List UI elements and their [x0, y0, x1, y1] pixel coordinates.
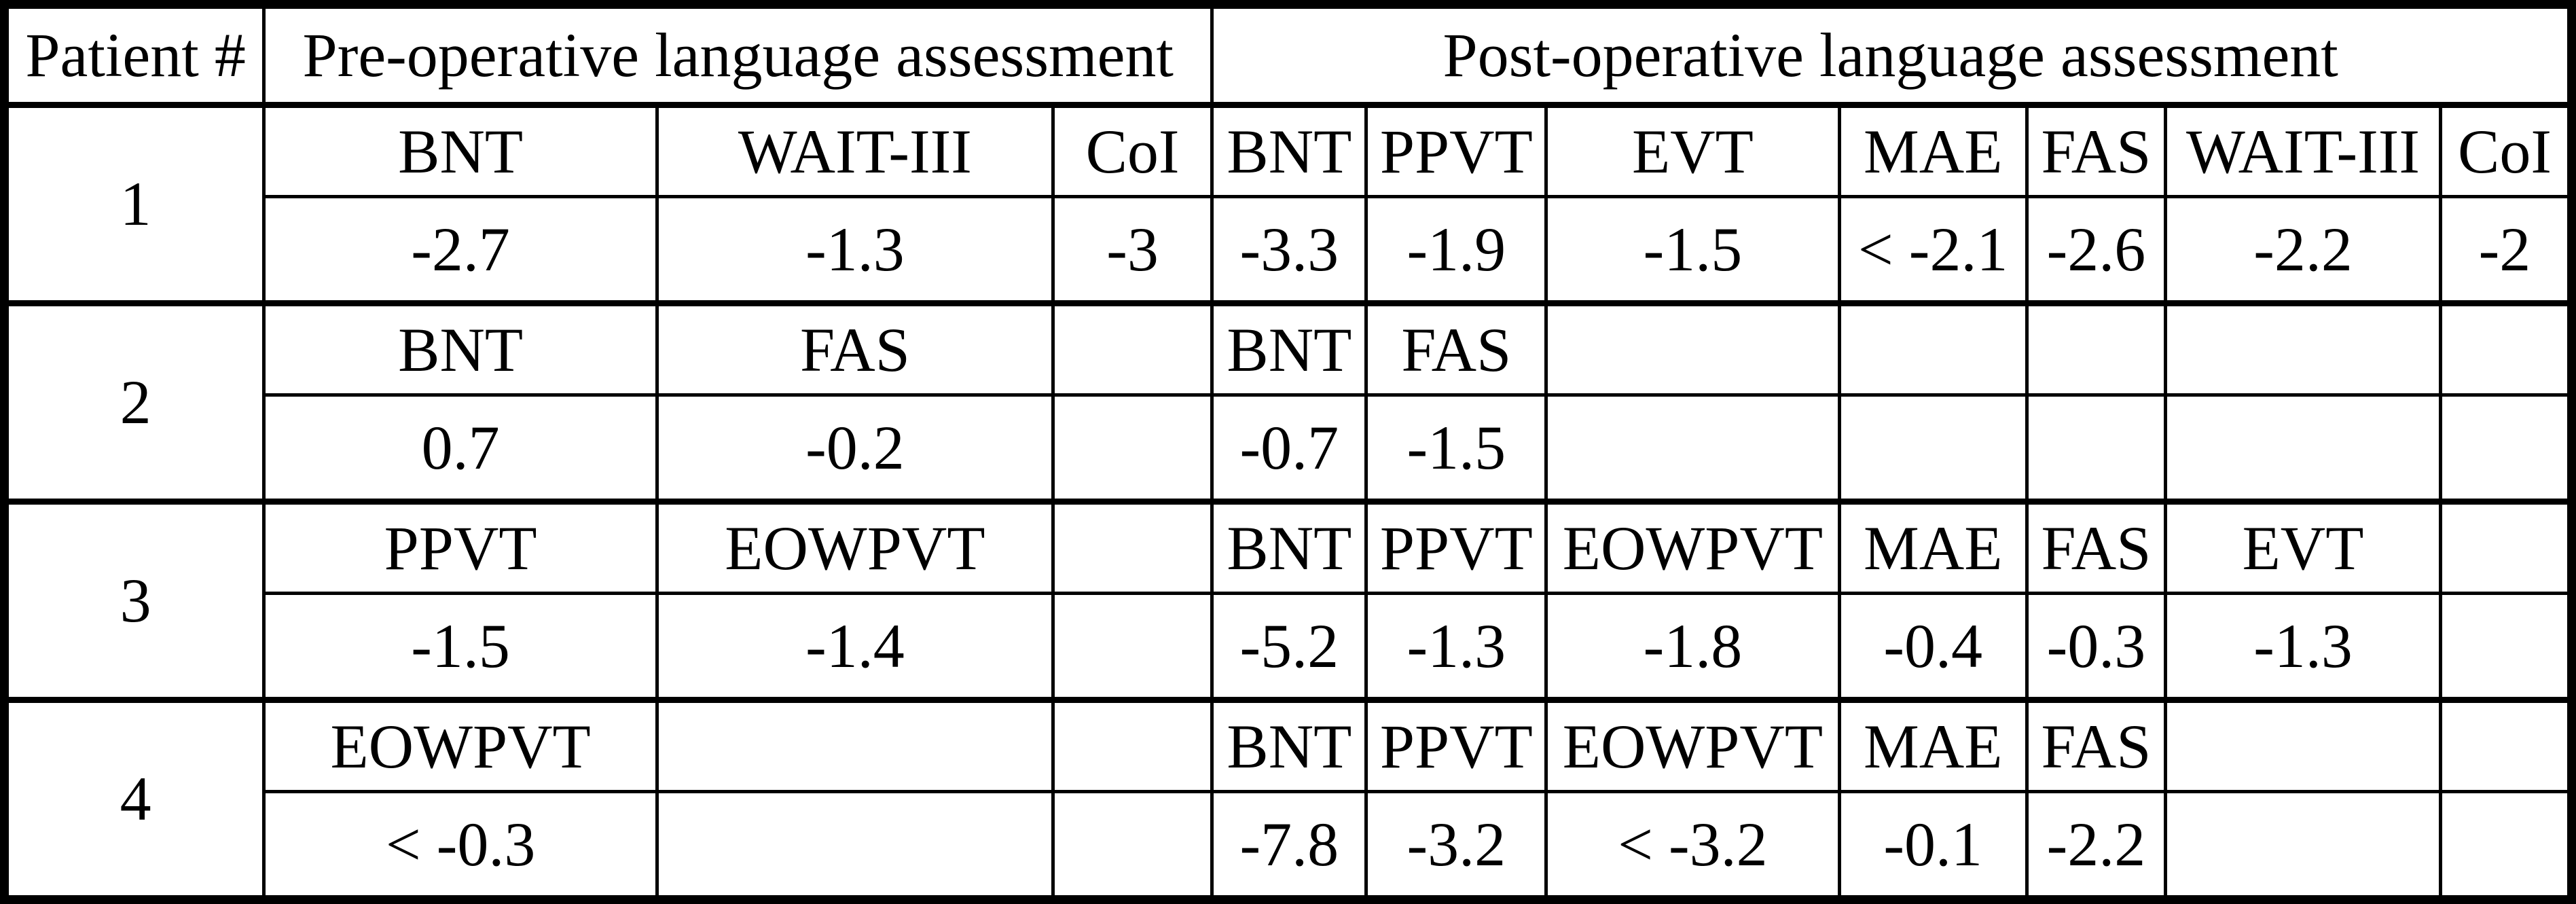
p4-pre-test-3	[1051, 697, 1214, 793]
p2-post-test-5	[2025, 300, 2168, 397]
p3-pre-value-3	[1051, 592, 1214, 702]
p4-post-value-5: -2.2	[2025, 790, 2168, 901]
p2-post-value-4	[1837, 393, 2029, 503]
p2-post-test-1: BNT	[1210, 300, 1368, 397]
patient-4-number: 4	[2, 697, 266, 901]
patient-4-tests-row: 4 EOWPVT BNT PPVT EOWPVT MAE FAS	[2, 697, 2574, 901]
p2-post-value-1: -0.7	[1210, 393, 1368, 503]
p1-post-test-7: CoI	[2438, 102, 2574, 198]
p2-post-test-7	[2438, 300, 2574, 397]
p1-post-value-1: -3.3	[1210, 195, 1368, 305]
patient-3-number: 3	[2, 499, 266, 702]
patient-2-tests-row: 2 BNT FAS BNT FAS	[2, 300, 2574, 503]
p3-post-value-6: -1.3	[2164, 592, 2442, 702]
p2-post-test-2: FAS	[1364, 300, 1548, 397]
p3-post-test-1: BNT	[1210, 499, 1368, 595]
p3-post-value-5: -0.3	[2025, 592, 2168, 702]
p3-post-value-3: -1.8	[1544, 592, 1841, 702]
patient-4-values-row: < -0.3 -7.8 -3.2 < -3.2 -0.1 -2.2	[5, 790, 2574, 901]
p1-post-value-3: -1.5	[1544, 195, 1841, 305]
p2-pre-value-1: 0.7	[262, 393, 659, 503]
p1-post-test-1: BNT	[1210, 102, 1368, 198]
p4-post-test-6	[2164, 697, 2442, 793]
p1-post-value-5: -2.6	[2025, 195, 2168, 305]
p2-post-value-7	[2438, 393, 2574, 503]
p4-pre-value-2	[655, 790, 1055, 901]
p3-post-value-4: -0.4	[1837, 592, 2029, 702]
p4-post-test-3: EOWPVT	[1544, 697, 1841, 793]
p1-post-test-5: FAS	[2025, 102, 2168, 198]
p3-pre-value-1: -1.5	[262, 592, 659, 702]
p3-post-value-2: -1.3	[1364, 592, 1548, 702]
p2-post-value-2: -1.5	[1364, 393, 1548, 503]
p1-pre-value-3: -3	[1051, 195, 1214, 305]
header-patient-number: Patient #	[2, 3, 266, 108]
p4-post-value-3: < -3.2	[1544, 790, 1841, 901]
p3-pre-test-2: EOWPVT	[655, 499, 1055, 595]
p1-pre-value-2: -1.3	[655, 195, 1055, 305]
p1-post-test-6: WAIT-III	[2164, 102, 2442, 198]
p1-post-value-4: < -2.1	[1837, 195, 2029, 305]
p1-post-test-4: MAE	[1837, 102, 2029, 198]
p2-post-test-3	[1544, 300, 1841, 397]
p2-post-value-3	[1544, 393, 1841, 503]
p3-post-value-7	[2438, 592, 2574, 702]
p1-post-test-3: EVT	[1544, 102, 1841, 198]
p4-post-test-4: MAE	[1837, 697, 2029, 793]
p1-pre-test-2: WAIT-III	[655, 102, 1055, 198]
p1-pre-value-1: -2.7	[262, 195, 659, 305]
header-row: Patient # Pre-operative language assessm…	[2, 3, 2573, 108]
p1-post-value-2: -1.9	[1364, 195, 1548, 305]
p3-post-test-2: PPVT	[1364, 499, 1548, 595]
p4-post-value-1: -7.8	[1210, 790, 1368, 901]
p1-pre-test-1: BNT	[262, 102, 659, 198]
p2-pre-test-1: BNT	[262, 300, 659, 397]
p4-post-value-6	[2164, 790, 2442, 901]
p4-post-test-2: PPVT	[1364, 697, 1548, 793]
p2-post-value-5	[2025, 393, 2168, 503]
p4-pre-value-3	[1051, 790, 1214, 901]
patient-2-number: 2	[2, 300, 266, 503]
p4-pre-test-1: EOWPVT	[262, 697, 659, 793]
patient-3-tests-row: 3 PPVT EOWPVT BNT PPVT EOWPVT MAE FAS EV…	[2, 499, 2574, 702]
patient-3-values-row: -1.5 -1.4 -5.2 -1.3 -1.8 -0.4 -0.3 -1.3	[5, 592, 2574, 702]
p2-post-test-6	[2164, 300, 2442, 397]
p2-pre-test-3	[1051, 300, 1214, 397]
p1-post-value-6: -2.2	[2164, 195, 2442, 305]
p2-pre-value-2: -0.2	[655, 393, 1055, 503]
p3-post-test-5: FAS	[2025, 499, 2168, 595]
p3-post-test-4: MAE	[1837, 499, 2029, 595]
patient-1-number: 1	[2, 102, 266, 305]
patient-1-tests-row: 1 BNT WAIT-III CoI BNT PPVT EVT MAE FAS …	[2, 102, 2574, 305]
patient-2-values-row: 0.7 -0.2 -0.7 -1.5	[5, 393, 2574, 503]
p4-post-test-7	[2438, 697, 2574, 793]
p4-post-value-7	[2438, 790, 2574, 901]
p2-post-value-6	[2164, 393, 2442, 503]
p4-pre-test-2	[655, 697, 1055, 793]
p3-pre-test-1: PPVT	[262, 499, 659, 595]
header-preoperative: Pre-operative language assessment	[262, 3, 1214, 108]
p3-pre-test-3	[1051, 499, 1214, 595]
p2-pre-value-3	[1051, 393, 1214, 503]
p2-post-test-4	[1837, 300, 2029, 397]
p4-post-value-2: -3.2	[1364, 790, 1548, 901]
p4-post-test-1: BNT	[1210, 697, 1368, 793]
header-postoperative: Post-operative language assessment	[1210, 3, 2573, 108]
p1-post-test-2: PPVT	[1364, 102, 1548, 198]
p2-pre-test-2: FAS	[655, 300, 1055, 397]
p4-post-value-4: -0.1	[1837, 790, 2029, 901]
p4-post-test-5: FAS	[2025, 697, 2168, 793]
p1-post-value-7: -2	[2438, 195, 2574, 305]
p3-post-test-6: EVT	[2164, 499, 2442, 595]
patient-1-values-row: -2.7 -1.3 -3 -3.3 -1.9 -1.5 < -2.1 -2.6 …	[5, 195, 2574, 305]
p3-post-value-1: -5.2	[1210, 592, 1368, 702]
p3-pre-value-2: -1.4	[655, 592, 1055, 702]
p4-pre-value-1: < -0.3	[262, 790, 659, 901]
p3-post-test-7	[2438, 499, 2574, 595]
p3-post-test-3: EOWPVT	[1544, 499, 1841, 595]
p1-pre-test-3: CoI	[1051, 102, 1214, 198]
